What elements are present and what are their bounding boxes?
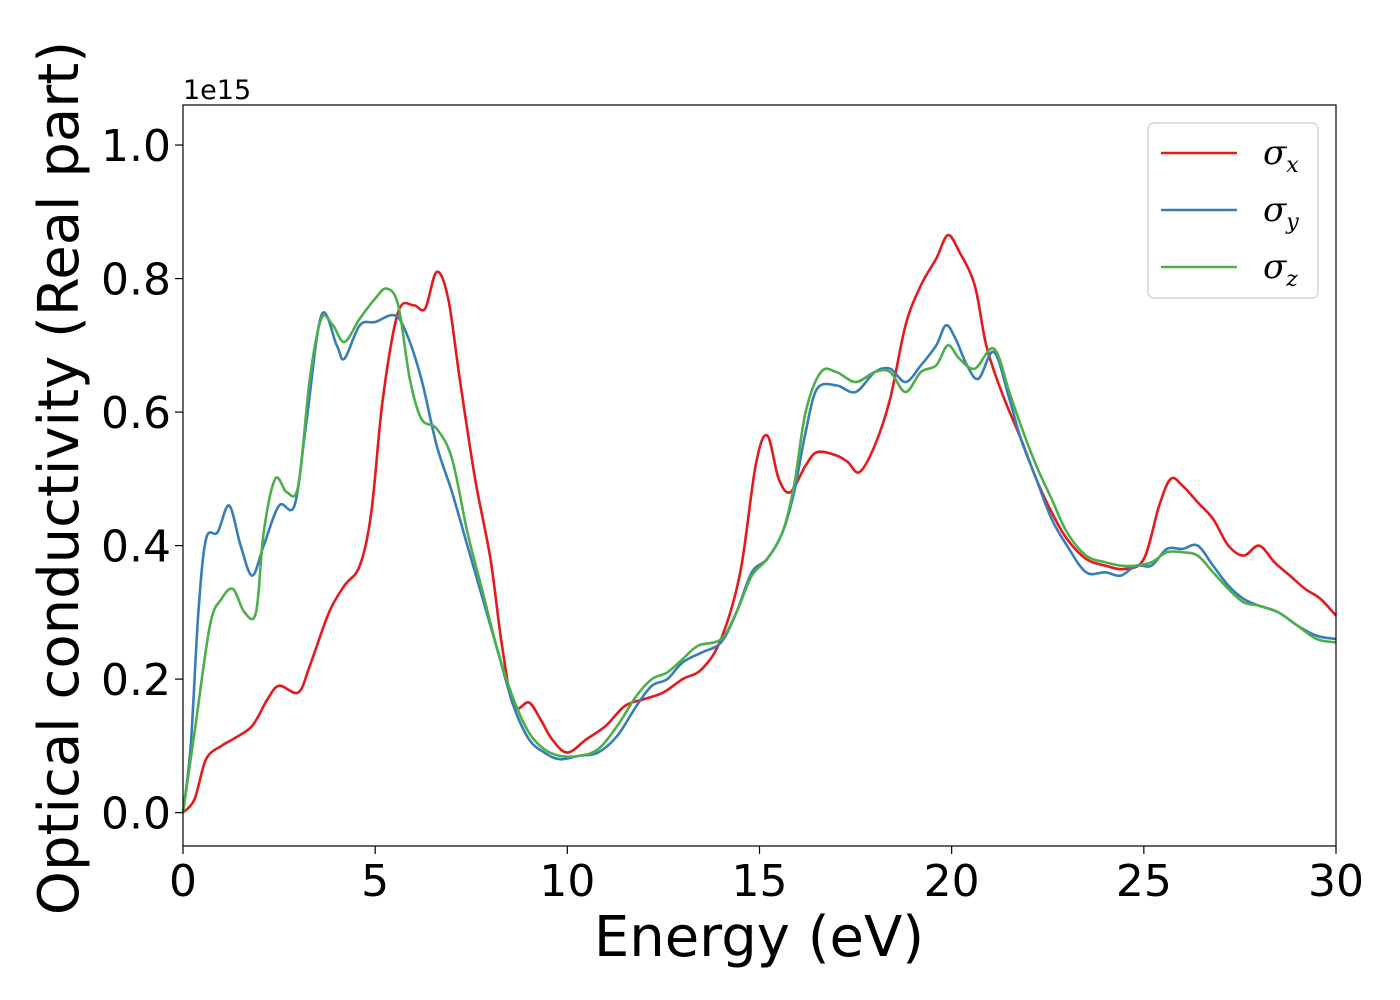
y-axis-ticks: 0.0 0.2 0.4 0.6 0.8 1.0 (101, 121, 183, 840)
x-tick-label: 25 (1116, 856, 1172, 907)
series-layer (181, 233, 1337, 814)
legend-subscript: z (1285, 267, 1298, 292)
x-tick-label: 30 (1308, 856, 1364, 907)
series-line-x (182, 233, 1337, 814)
x-axis-ticks: 0 5 10 15 20 25 30 (169, 846, 1364, 907)
y-axis-label: Optical conductivity (Real part) (27, 41, 92, 915)
x-tick-label: 5 (361, 856, 389, 907)
legend-label-x: σx (1263, 133, 1299, 178)
legend: σx σy σz (1147, 122, 1319, 299)
legend-label-y: σy (1263, 190, 1299, 235)
y-tick-label: 0.8 (101, 255, 171, 306)
y-tick-label: 0.6 (101, 388, 171, 439)
legend-label-z: σz (1263, 247, 1298, 292)
legend-subscript: y (1285, 210, 1299, 235)
y-tick-label: 1.0 (101, 121, 171, 172)
offset-text: 1e15 (183, 75, 251, 106)
x-tick-label: 20 (924, 856, 980, 907)
x-tick-label: 10 (539, 856, 595, 907)
series-line-z (181, 287, 1337, 813)
legend-subscript: x (1286, 153, 1299, 178)
x-tick-label: 0 (169, 856, 197, 907)
x-axis-label: Energy (eV) (594, 905, 924, 970)
y-tick-label: 0.2 (101, 655, 171, 706)
y-tick-label: 0.4 (101, 522, 171, 573)
x-tick-label: 15 (732, 856, 788, 907)
y-tick-label: 0.0 (101, 789, 171, 840)
